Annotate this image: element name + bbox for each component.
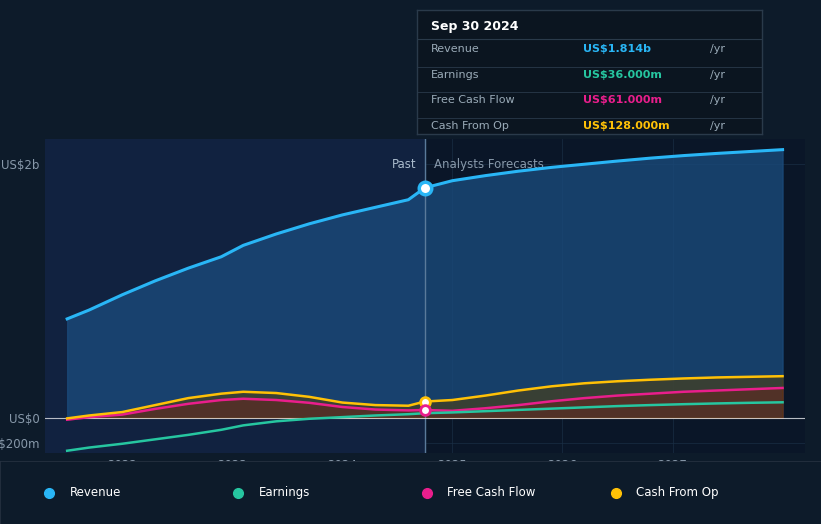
Text: Revenue: Revenue [431, 43, 479, 54]
Text: US$36.000m: US$36.000m [583, 70, 662, 80]
Text: US$1.814b: US$1.814b [583, 43, 650, 54]
Text: Sep 30 2024: Sep 30 2024 [431, 20, 518, 34]
Text: /yr: /yr [710, 95, 725, 105]
Text: US$128.000m: US$128.000m [583, 122, 669, 132]
Text: /yr: /yr [710, 122, 725, 132]
Text: Past: Past [392, 158, 416, 171]
Text: Analysts Forecasts: Analysts Forecasts [433, 158, 544, 171]
Text: US$61.000m: US$61.000m [583, 95, 662, 105]
Text: Free Cash Flow: Free Cash Flow [447, 486, 536, 499]
Text: Free Cash Flow: Free Cash Flow [431, 95, 515, 105]
Text: /yr: /yr [710, 43, 725, 54]
Text: Revenue: Revenue [70, 486, 122, 499]
Text: Earnings: Earnings [259, 486, 310, 499]
Text: /yr: /yr [710, 70, 725, 80]
Text: Cash From Op: Cash From Op [431, 122, 509, 132]
Text: Earnings: Earnings [431, 70, 479, 80]
Text: Cash From Op: Cash From Op [636, 486, 718, 499]
Bar [45, 139, 424, 453]
